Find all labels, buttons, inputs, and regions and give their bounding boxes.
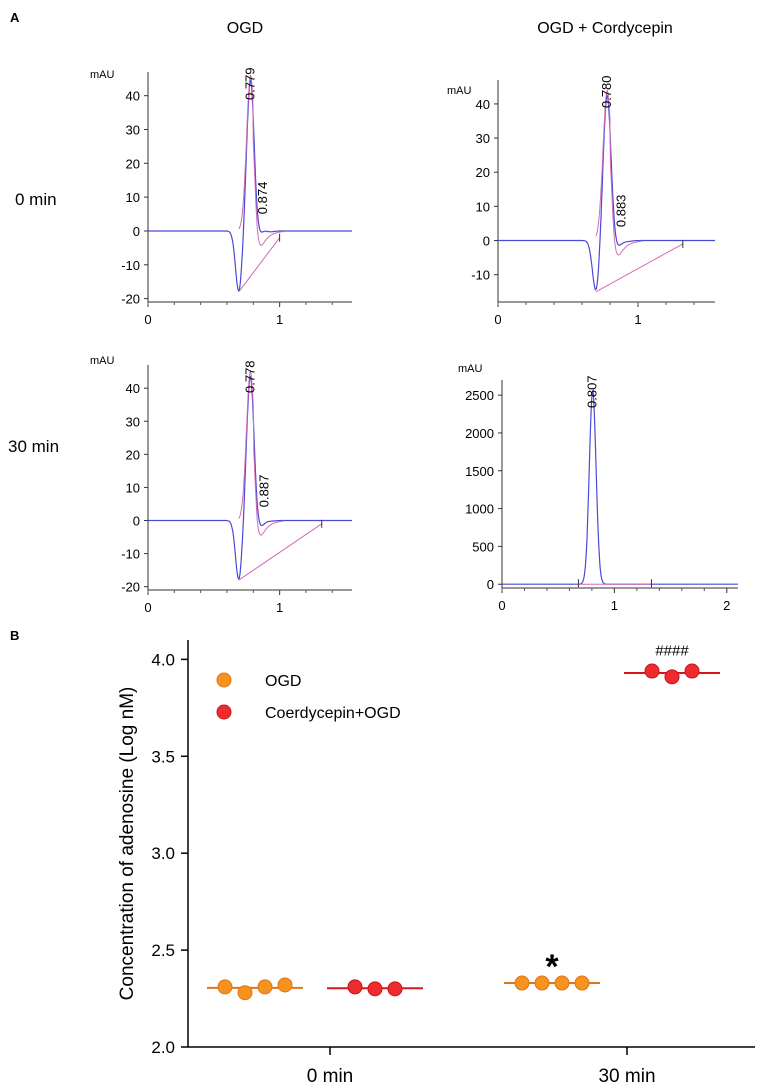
y-axis-unit: mAU: [458, 363, 483, 375]
y-tick-label: -10: [471, 268, 490, 283]
y-tick-label: 30: [476, 131, 490, 146]
y-tick-label: -20: [121, 580, 140, 595]
chrom-ogd-0: mAU -20 -10 0 10 20 30 40 0 1 0.779 0.874: [90, 67, 352, 327]
y-tick-label: 30: [126, 414, 140, 429]
data-point: [534, 975, 550, 991]
y-tick-label: 1500: [465, 464, 494, 479]
x-tick-label: 0: [144, 312, 151, 327]
y-tick-label: 0: [133, 514, 140, 529]
data-point: [387, 981, 403, 997]
peak-label: 0.779: [243, 67, 258, 100]
row-label-0-min: 0 min: [15, 190, 57, 209]
adenosine-scatter: 2.0 2.5 3.0 3.5 4.0 0 min 30 min Concentration …: [117, 640, 755, 1087]
peak-label: 0.780: [599, 75, 614, 108]
x-tick-label: 0: [494, 312, 501, 327]
y-tick-label: 0: [487, 577, 494, 592]
panel-a-letter: A: [10, 10, 20, 25]
y-tick-label: 500: [472, 539, 494, 554]
x-tick-label: 2: [723, 598, 730, 613]
chrom-cord-30: mAU 0 500 1000 1500 2000 2500 0 1 2 0.807: [458, 363, 738, 613]
column-title-ogd: OGD: [227, 20, 263, 37]
x-tick-label: 0 min: [307, 1066, 353, 1087]
fitted-peak-curve: [238, 73, 284, 247]
x-tick-label: 1: [276, 312, 283, 327]
legend-label: OGD: [265, 673, 301, 690]
y-tick-label: 40: [126, 89, 140, 104]
y-tick-label: 10: [126, 480, 140, 495]
y-tick-label: 2.0: [151, 1038, 175, 1057]
data-point: [644, 663, 660, 679]
signal-trace: [502, 388, 738, 585]
y-tick-label: 20: [126, 447, 140, 462]
y-tick-label: 10: [126, 190, 140, 205]
fitted-peak-curve: [238, 370, 284, 536]
y-tick-label: 3.5: [151, 747, 175, 766]
integration-baseline: [238, 237, 281, 293]
y-tick-label: 10: [476, 199, 490, 214]
y-tick-label: 2500: [465, 388, 494, 403]
y-tick-label: 40: [476, 97, 490, 112]
peak-label: 0.778: [242, 360, 257, 393]
y-tick-label: 3.0: [151, 844, 175, 863]
y-tick-label: 1000: [465, 502, 494, 517]
y-tick-label: -20: [121, 292, 140, 307]
y-tick-label: -10: [121, 258, 140, 273]
x-tick-label: 1: [276, 600, 283, 615]
y-tick-label: -10: [121, 547, 140, 562]
peak-label: 0.887: [257, 475, 272, 508]
data-point: [217, 979, 233, 995]
y-axis-unit: mAU: [90, 355, 115, 367]
x-tick-label: 1: [611, 598, 618, 613]
y-tick-label: 20: [476, 165, 490, 180]
integration-baseline: [595, 243, 684, 293]
row-label-30-min: 30 min: [8, 437, 59, 456]
legend-marker: [216, 704, 232, 720]
panel-b-letter: B: [10, 628, 19, 643]
y-tick-label: 20: [126, 156, 140, 171]
signal-trace: [148, 375, 352, 581]
y-tick-label: 40: [126, 381, 140, 396]
fitted-peak-curve: [595, 89, 643, 256]
chrom-ogd-30: mAU -20 -10 0 10 20 30 40 0 1 0.778 0.887: [90, 355, 352, 615]
y-tick-label: 30: [126, 123, 140, 138]
column-title-ogd-cordycepin: OGD + Cordycepin: [537, 20, 673, 37]
peak-label: 0.883: [614, 195, 629, 228]
significance-star: *: [545, 948, 559, 986]
y-axis-unit: mAU: [447, 85, 472, 97]
peak-label: 0.874: [255, 182, 270, 215]
data-point: [554, 975, 570, 991]
data-point: [347, 979, 363, 995]
data-point: [367, 981, 383, 997]
x-tick-label: 0: [144, 600, 151, 615]
data-point: [277, 977, 293, 993]
y-tick-label: 2000: [465, 426, 494, 441]
peak-label: 0.807: [585, 375, 600, 408]
y-axis-title: Concentration of adenosine (Log nM): [117, 687, 138, 1001]
x-tick-label: 1: [634, 312, 641, 327]
signal-trace: [148, 78, 352, 293]
legend-marker: [216, 672, 232, 688]
y-tick-label: 0: [133, 224, 140, 239]
chrom-cord-0: mAU -10 0 10 20 30 40 0 1 0.780 0.883: [447, 75, 715, 327]
y-tick-label: 0: [483, 234, 490, 249]
data-point: [514, 975, 530, 991]
data-point: [684, 663, 700, 679]
data-point: [237, 985, 253, 1001]
data-point: [574, 975, 590, 991]
data-point: [257, 979, 273, 995]
significance-hash: ####: [655, 643, 689, 660]
x-tick-label: 30 min: [598, 1066, 655, 1087]
y-tick-label: 2.5: [151, 941, 175, 960]
signal-trace: [498, 94, 715, 291]
x-tick-label: 0: [498, 598, 505, 613]
legend-label: Coerdycepin+OGD: [265, 705, 401, 722]
integration-baseline: [238, 523, 323, 581]
data-point: [664, 669, 680, 685]
y-tick-label: 4.0: [151, 650, 175, 669]
y-axis-unit: mAU: [90, 69, 115, 81]
